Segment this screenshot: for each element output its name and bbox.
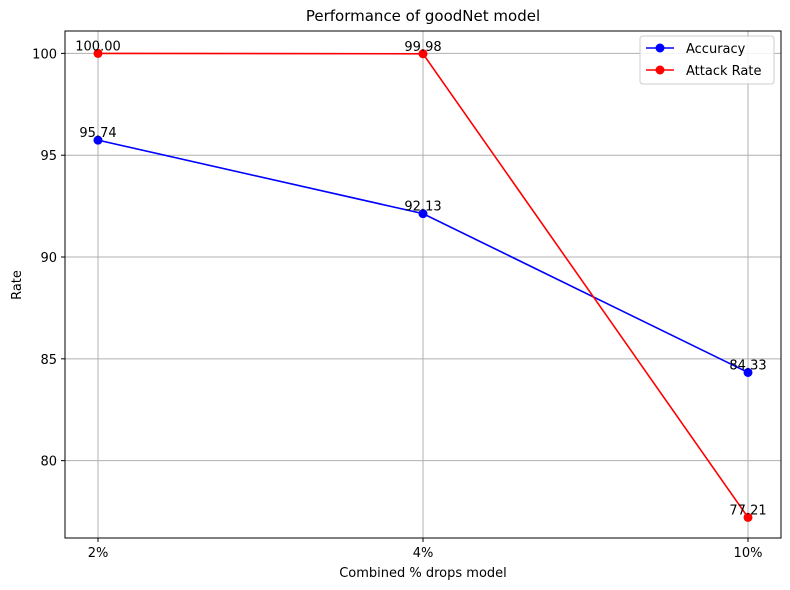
legend-marker xyxy=(655,65,665,75)
x-tick-label: 10% xyxy=(734,546,763,561)
legend-marker xyxy=(655,43,665,53)
data-label: 95.74 xyxy=(79,126,116,141)
data-point xyxy=(743,512,753,522)
legend-label: Attack Rate xyxy=(686,64,761,79)
legend-label: Accuracy xyxy=(686,42,746,57)
series-layer xyxy=(93,48,753,522)
data-label: 100.00 xyxy=(75,39,121,54)
x-tick-label: 4% xyxy=(413,546,434,561)
x-axis: 2% 4% 10% xyxy=(88,538,763,561)
data-point xyxy=(93,135,103,145)
data-label: 92.13 xyxy=(404,200,441,215)
y-tick-label: 90 xyxy=(40,251,57,266)
y-tick-label: 80 xyxy=(40,455,57,470)
data-label: 77.21 xyxy=(729,503,766,518)
legend: Accuracy Attack Rate xyxy=(639,35,775,85)
data-label: 84.33 xyxy=(729,358,766,373)
grid-lines xyxy=(65,31,781,538)
data-labels: 95.74 92.13 84.33 100.00 99.98 77.21 xyxy=(75,39,766,518)
data-point xyxy=(418,49,428,59)
x-axis-label: Combined % drops model xyxy=(339,566,507,581)
y-axis-label: Rate xyxy=(10,270,25,300)
y-tick-label: 95 xyxy=(40,149,57,164)
y-axis: 80 85 90 95 100 xyxy=(32,47,65,470)
data-point xyxy=(743,367,753,377)
data-point xyxy=(418,209,428,219)
data-label: 99.98 xyxy=(404,40,441,55)
x-tick-label: 2% xyxy=(88,546,109,561)
chart-title: Performance of goodNet model xyxy=(306,7,540,25)
data-point xyxy=(93,48,103,58)
y-tick-label: 85 xyxy=(40,353,57,368)
y-tick-label: 100 xyxy=(32,47,57,62)
